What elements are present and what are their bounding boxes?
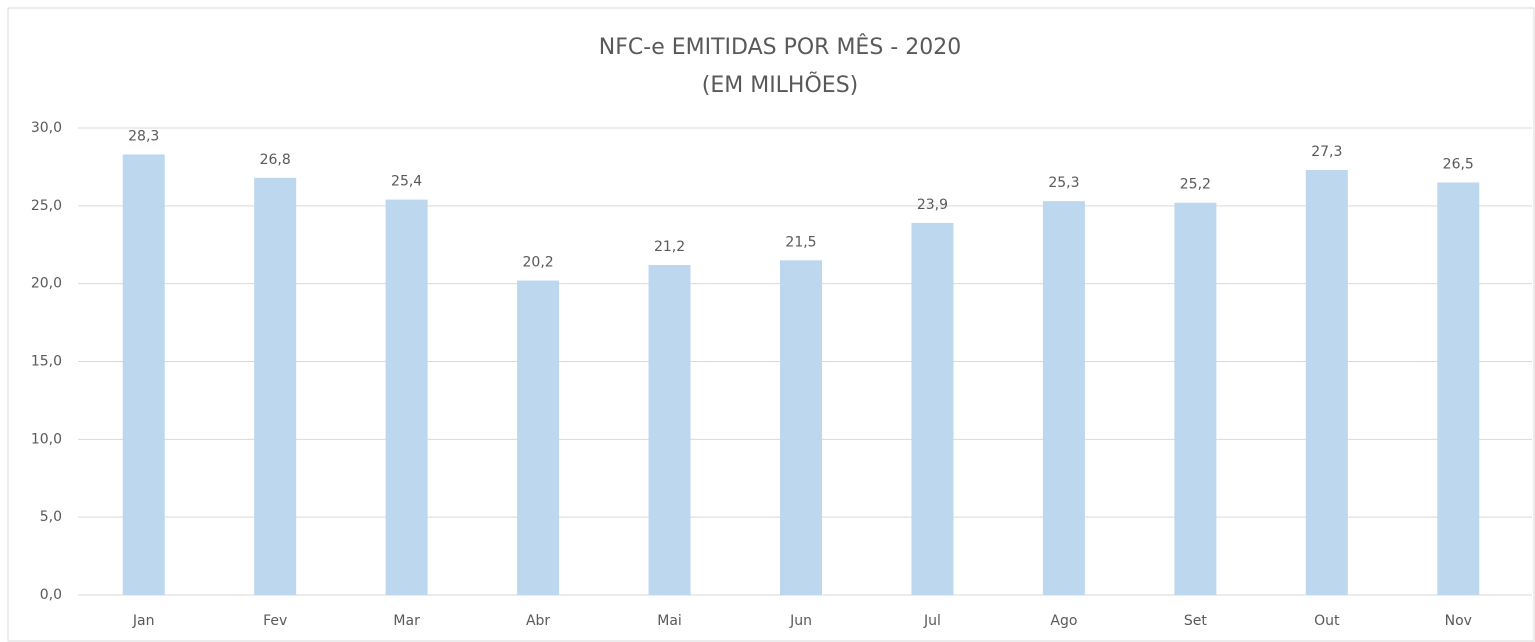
bar <box>911 222 954 595</box>
data-label: 21,2 <box>654 239 685 255</box>
bar <box>385 199 428 595</box>
x-tick-label: Jun <box>789 613 812 629</box>
bar <box>1305 170 1348 595</box>
data-label: 25,2 <box>1180 177 1211 193</box>
y-tick-label: 0,0 <box>40 587 62 603</box>
bar <box>780 260 822 595</box>
x-tick-label: Set <box>1184 613 1208 629</box>
data-label: 20,2 <box>523 255 554 271</box>
y-tick-label: 15,0 <box>31 354 62 370</box>
data-label: 26,8 <box>260 152 291 168</box>
x-tick-label: Abr <box>526 613 550 629</box>
data-label: 28,3 <box>128 128 159 144</box>
x-tick-label: Mai <box>657 613 682 629</box>
x-tick-label: Jul <box>923 613 941 629</box>
data-label: 25,3 <box>1048 175 1079 191</box>
x-tick-label: Jan <box>132 613 155 629</box>
y-tick-label: 10,0 <box>31 431 62 447</box>
chart-subtitle: (EM MILHÕES) <box>702 71 859 98</box>
x-tick-label: Out <box>1314 613 1340 629</box>
data-label: 23,9 <box>917 197 948 213</box>
bar <box>517 280 560 595</box>
data-label: 21,5 <box>785 234 816 250</box>
data-label: 25,4 <box>391 174 422 190</box>
bar <box>122 154 165 596</box>
data-label: 27,3 <box>1311 144 1342 160</box>
bar <box>254 177 297 595</box>
x-tick-label: Mar <box>393 613 420 629</box>
bar <box>648 264 691 595</box>
y-tick-label: 5,0 <box>40 509 62 525</box>
x-tick-label: Fev <box>263 613 287 629</box>
bar <box>1174 202 1217 595</box>
bar <box>1437 182 1480 595</box>
bar <box>1042 201 1085 595</box>
y-tick-label: 25,0 <box>31 198 62 214</box>
y-tick-label: 30,0 <box>31 120 62 136</box>
y-tick-label: 20,0 <box>31 276 62 292</box>
chart-title: NFC-e EMITIDAS POR MÊS - 2020 <box>599 34 961 60</box>
x-tick-label: Nov <box>1445 613 1472 629</box>
x-tick-label: Ago <box>1050 613 1077 629</box>
data-label: 26,5 <box>1443 156 1474 172</box>
chart-frame <box>7 7 1535 642</box>
